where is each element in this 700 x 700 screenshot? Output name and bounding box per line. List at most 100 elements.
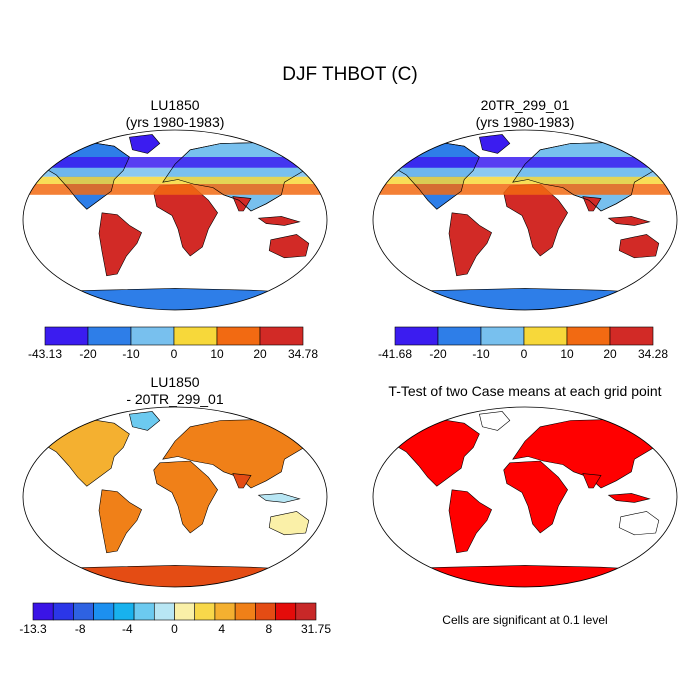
panel1-title-line2: (yrs 1980-1983) [125, 114, 225, 130]
colorbar-3-label-2: -8 [75, 622, 86, 636]
map-border-1 [22, 129, 328, 311]
temperature-band-2-3 [373, 176, 677, 184]
panel2-title-line2: (yrs 1980-1983) [475, 114, 575, 130]
colorbar-1-label-4: 0 [171, 347, 178, 361]
colorbar-3-box-10 [214, 602, 236, 621]
india-landmass-2 [582, 196, 602, 212]
colorbar-3-box-12 [255, 602, 276, 621]
colorbar-3-box-3 [73, 602, 94, 621]
panel2-title-line1: 20TR_299_01 [480, 97, 570, 113]
map-border-3 [22, 406, 328, 588]
africa-landmass-4 [503, 460, 568, 534]
colorbar-1: -43.13 -20 -10 0 10 20 34.78 [28, 326, 318, 361]
africa-landmass-3 [153, 460, 218, 534]
colorbar-3-box-4 [93, 602, 115, 621]
temperature-band-1-3 [23, 176, 327, 184]
antarctica-landmass-1 [30, 288, 320, 310]
south-america-landmass-1 [98, 212, 142, 277]
colorbar-1-label-1: -43.13 [28, 347, 62, 361]
temperature-band-2-2 [373, 167, 677, 177]
antarctica-landmass-2 [380, 288, 670, 310]
colorbar-3-label-3: -4 [122, 622, 133, 636]
map-panel-3 [22, 406, 328, 588]
colorbar-1-box-4 [173, 326, 218, 346]
colorbar-3-label-6: 8 [265, 622, 272, 636]
indonesia-landmass-2 [607, 216, 651, 226]
colorbar-1-box-6 [259, 326, 304, 346]
africa-landmass-1 [153, 183, 218, 257]
colorbar-2-box-1 [394, 326, 439, 346]
colorbar-2-label-6: 20 [603, 347, 617, 361]
australia-landmass-4 [618, 511, 660, 536]
india-landmass-3 [232, 473, 252, 489]
colorbar-1-label-5: 10 [210, 347, 224, 361]
colorbar-3-label-5: 4 [218, 622, 225, 636]
map-border-4 [372, 406, 678, 588]
north-america-landmass-3 [33, 419, 130, 487]
colorbar-3-box-2 [52, 602, 74, 621]
eurasia-landmass-4 [512, 419, 675, 489]
colorbar-2-label-7: 34.28 [638, 347, 668, 361]
greenland-landmass-1 [129, 134, 161, 154]
antarctica-landmass-4 [380, 565, 670, 587]
south-america-landmass-2 [448, 212, 492, 277]
land-group-3 [30, 411, 325, 587]
significance-note: Cells are significant at 0.1 level [442, 613, 608, 627]
africa-landmass-2 [503, 183, 568, 257]
panel3-title: LU1850 - 20TR_299_01 [25, 374, 325, 408]
colorbar-1-label-6: 20 [253, 347, 267, 361]
colorbar-2-box-3 [480, 326, 525, 346]
colorbar-3-box-5 [113, 602, 135, 621]
colorbar-3-box-14 [295, 602, 317, 621]
colorbar-1-label-7: 34.78 [288, 347, 318, 361]
colorbar-1-box-1 [44, 326, 89, 346]
land-group-4 [380, 411, 675, 587]
north-america-outline-2 [383, 142, 480, 210]
panel1-title: LU1850 (yrs 1980-1983) [25, 97, 325, 131]
colorbar-2-box-4 [523, 326, 568, 346]
colorbar-3-label-1: -13.3 [19, 622, 47, 636]
colorbar-3-box-8 [174, 602, 196, 621]
colorbar-2-label-5: 10 [560, 347, 574, 361]
colorbar-2-label-4: 0 [521, 347, 528, 361]
south-america-landmass-3 [98, 489, 142, 554]
colorbar-1-box-2 [87, 326, 132, 346]
colorbar-2-box-2 [437, 326, 482, 346]
map-border-2 [372, 129, 678, 311]
colorbar-3-box-1 [32, 602, 54, 621]
colorbar-1-box-5 [216, 326, 261, 346]
colorbar-2-label-2: -20 [429, 347, 447, 361]
temperature-band-1-2 [23, 167, 327, 177]
land-group-2 [373, 134, 677, 310]
indonesia-landmass-1 [257, 216, 301, 226]
australia-landmass-2 [618, 234, 660, 259]
panel4-title: T-Test of two Case means at each grid po… [388, 383, 662, 399]
eurasia-landmass-3 [162, 419, 325, 489]
temperature-band-1-1 [23, 157, 327, 168]
colorbar-3: -13.3 -8 -4 0 4 8 31.75 [19, 602, 331, 636]
colorbar-2: -41.68 -20 -10 0 10 20 34.28 [378, 326, 668, 361]
indonesia-landmass-4 [607, 493, 651, 503]
colorbar-3-label-7: 31.75 [301, 622, 331, 636]
colorbar-1-box-3 [130, 326, 175, 346]
panel3-title-line1: LU1850 [150, 374, 200, 390]
colorbar-1-label-2: -20 [79, 347, 97, 361]
australia-landmass-1 [268, 234, 310, 259]
temperature-band-1-4 [23, 184, 327, 195]
temperature-band-2-1 [373, 157, 677, 168]
north-america-landmass-4 [383, 419, 480, 487]
antarctica-landmass-3 [30, 565, 320, 587]
australia-landmass-3 [268, 511, 310, 536]
indonesia-landmass-3 [257, 493, 301, 503]
map-panel-4 [372, 406, 678, 588]
map-panel-1 [22, 129, 328, 311]
colorbar-3-box-6 [133, 602, 155, 621]
greenland-landmass-4 [479, 411, 511, 431]
main-title: DJF THBOT (C) [282, 64, 418, 85]
map-panel-2 [372, 129, 678, 311]
india-landmass-1 [232, 196, 252, 212]
colorbar-2-label-3: -10 [472, 347, 490, 361]
land-group-1 [23, 134, 327, 310]
temperature-band-2-4 [373, 184, 677, 195]
